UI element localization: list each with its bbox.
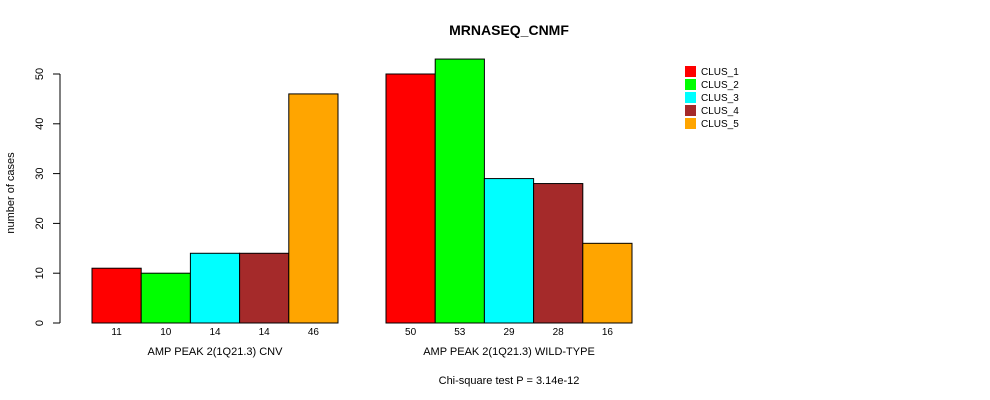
legend-swatch-clus_3 — [685, 92, 696, 103]
bar-clus_5-group-1 — [288, 93, 339, 324]
bar-count-label: 50 — [405, 327, 417, 338]
bar-count-label: 28 — [553, 327, 565, 338]
bar-count-label: 14 — [209, 327, 221, 338]
bar-count-label: 14 — [259, 327, 271, 338]
bar-clus_1-group-1 — [91, 267, 142, 324]
bar-clus_2-group-2 — [434, 58, 485, 324]
legend-label-clus_4: CLUS_4 — [701, 106, 739, 117]
y-axis: 0 10 20 30 40 50 — [34, 68, 61, 326]
legend-swatch-clus_2 — [685, 79, 696, 90]
bar-clus_3-group-2 — [483, 178, 535, 324]
bar-clus_5-group-2 — [582, 242, 633, 324]
bar-clus_1-group-2 — [385, 73, 436, 324]
bar-count-label: 46 — [308, 327, 320, 338]
chi-square-footnote: Chi-square test P = 3.14e-12 — [439, 375, 580, 387]
y-tick-label: 40 — [34, 118, 46, 130]
y-tick-label: 0 — [34, 320, 46, 326]
chart-title: MRNASEQ_CNMF — [449, 22, 569, 38]
legend-label-clus_5: CLUS_5 — [701, 119, 739, 130]
bar-count-label: 53 — [454, 327, 466, 338]
legend-swatch-clus_5 — [685, 118, 696, 129]
bar-clus_3-group-1 — [189, 252, 241, 324]
bar-clus_4-group-1 — [239, 252, 290, 324]
count-labels: 11 10 14 14 46 50 53 29 28 16 — [111, 327, 613, 338]
group-label-cnv: AMP PEAK 2(1Q21.3) CNV — [148, 346, 284, 358]
legend: CLUS_1 CLUS_2 CLUS_3 CLUS_4 CLUS_5 — [685, 66, 739, 130]
y-tick-label: 30 — [34, 167, 46, 179]
bar-clus_2-group-1 — [140, 272, 191, 324]
bar-clus_4-group-2 — [533, 183, 584, 324]
group-label-wild-type: AMP PEAK 2(1Q21.3) WILD-TYPE — [423, 346, 595, 358]
bar-count-label: 10 — [160, 327, 172, 338]
legend-swatch-clus_4 — [685, 105, 696, 116]
legend-label-clus_1: CLUS_1 — [701, 67, 739, 78]
legend-swatch-clus_1 — [685, 66, 696, 77]
y-axis-label: number of cases — [5, 152, 17, 234]
bar-count-label: 29 — [503, 327, 515, 338]
legend-label-clus_2: CLUS_2 — [701, 80, 739, 91]
bar-count-label: 16 — [602, 327, 614, 338]
bars — [91, 58, 633, 324]
legend-label-clus_3: CLUS_3 — [701, 93, 739, 104]
y-tick-label: 10 — [34, 267, 46, 279]
y-tick-label: 20 — [34, 217, 46, 229]
y-tick-label: 50 — [34, 68, 46, 80]
bar-count-label: 11 — [111, 327, 122, 338]
